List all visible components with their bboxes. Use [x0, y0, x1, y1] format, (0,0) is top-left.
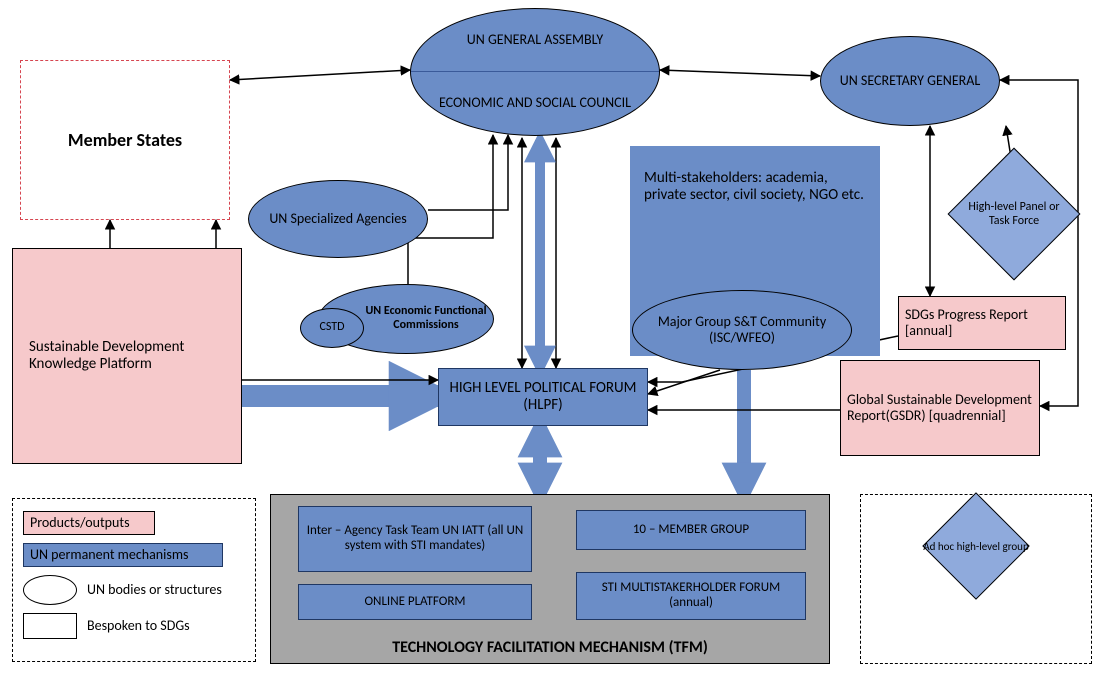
- un-ga-bottom-label: ECONOMIC AND SOCIAL COUNCIL: [439, 95, 631, 111]
- legend-bodies-label: UN bodies or structures: [87, 582, 222, 598]
- node-member-states: Member States: [20, 60, 230, 220]
- edge-ms-ga: [230, 70, 410, 80]
- legend-row-bespoken: Bespoken to SDGs: [23, 613, 190, 639]
- edge-spec-ga: [428, 135, 508, 210]
- un-specialized-label: UN Specialized Agencies: [269, 211, 406, 227]
- node-major-group: Major Group S&T Community (ISC/WFEO): [632, 290, 852, 370]
- node-adhoc-diamond: Ad hoc high-level group: [896, 508, 1056, 584]
- node-high-level-panel: High-level Panel or Task Force: [940, 164, 1088, 264]
- node-sdg-report: SDGs Progress Report [annual]: [898, 296, 1066, 350]
- cstd-label: CSTD: [319, 321, 344, 335]
- un-sg-label: UN SECRETARY GENERAL: [840, 73, 981, 89]
- member-states-label: Member States: [68, 130, 182, 151]
- edge-ga-sg: [660, 70, 820, 76]
- node-gsdr: Global Sustainable Development Report(GS…: [840, 360, 1040, 456]
- online-platform-label: ONLINE PLATFORM: [364, 595, 465, 610]
- legend-row-bodies: UN bodies or structures: [23, 575, 222, 605]
- node-un-specialized: UN Specialized Agencies: [248, 180, 428, 258]
- edge-majorgroup-hlpf: [648, 370, 720, 394]
- legend-mechanisms-label: UN permanent mechanisms: [30, 547, 189, 563]
- sdg-report-label: SDGs Progress Report [annual]: [905, 307, 1059, 339]
- node-iatt: Inter – Agency Task Team UN IATT (all UN…: [298, 506, 532, 572]
- iatt-label: Inter – Agency Task Team UN IATT (all UN…: [305, 524, 525, 554]
- adhoc-diamond-label: Ad hoc high-level group: [923, 540, 1028, 553]
- ten-member-label: 10 – MEMBER GROUP: [633, 523, 749, 538]
- node-cstd: CSTD: [300, 308, 364, 348]
- diagram-stage: Member States UN GENERAL ASSEMBLY ECONOM…: [0, 0, 1108, 677]
- legend-products-label: Products/outputs: [30, 515, 130, 531]
- node-ten-member: 10 – MEMBER GROUP: [576, 510, 806, 550]
- node-hlpf: HIGH LEVEL POLITICAL FORUM (HLPF): [438, 368, 648, 426]
- node-un-ga: UN GENERAL ASSEMBLY ECONOMIC AND SOCIAL …: [410, 8, 660, 136]
- gsdr-label: Global Sustainable Development Report(GS…: [847, 392, 1033, 424]
- legend-container: Products/outputs UN permanent mechanisms…: [12, 498, 256, 662]
- high-level-panel-label: High-level Panel or Task Force: [964, 200, 1064, 228]
- node-online-platform: ONLINE PLATFORM: [298, 584, 532, 620]
- multi-stakeholders-label: Multi-stakeholders: academia, private se…: [644, 170, 866, 205]
- legend-bespoken-label: Bespoken to SDGs: [87, 618, 190, 634]
- sti-forum-label: STI MULTISTAKERHOLDER FORUM (annual): [583, 581, 799, 611]
- legend-row-mechanisms: UN permanent mechanisms: [23, 543, 223, 567]
- hlpf-label: HIGH LEVEL POLITICAL FORUM (HLPF): [445, 380, 641, 415]
- sdk-platform-label: Sustainable Development Knowledge Platfo…: [29, 339, 225, 374]
- legend-row-products: Products/outputs: [23, 511, 155, 535]
- node-sdk-platform: Sustainable Development Knowledge Platfo…: [12, 248, 242, 464]
- un-ga-top: UN GENERAL ASSEMBLY: [411, 9, 659, 72]
- un-ga-bottom: ECONOMIC AND SOCIAL COUNCIL: [411, 72, 659, 135]
- node-sti-forum: STI MULTISTAKERHOLDER FORUM (annual): [576, 572, 806, 620]
- un-ga-top-label: UN GENERAL ASSEMBLY: [467, 32, 603, 48]
- node-un-sg: UN SECRETARY GENERAL: [820, 36, 1000, 126]
- major-group-label: Major Group S&T Community (ISC/WFEO): [639, 314, 845, 346]
- tfm-title: TECHNOLOGY FACILITATION MECHANISM (TFM): [392, 639, 708, 657]
- un-functional-label: UN Economic Functional Commissions: [365, 305, 487, 333]
